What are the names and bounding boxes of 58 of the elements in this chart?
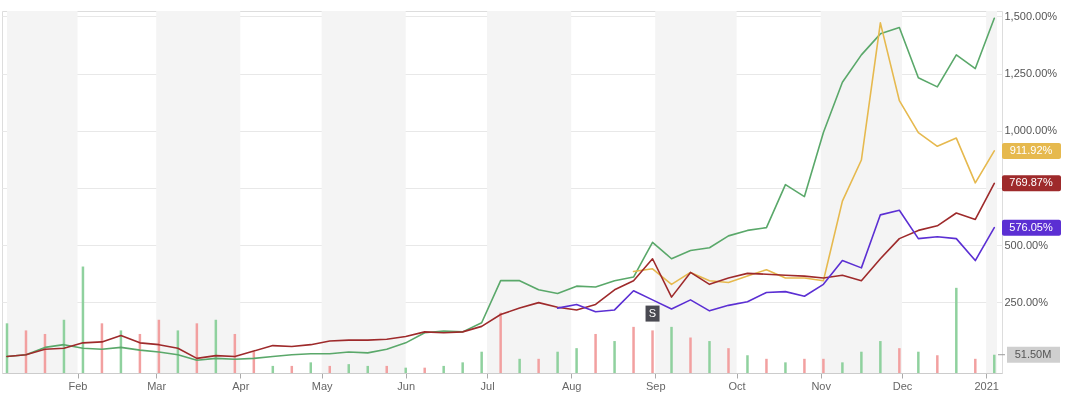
bar [917, 351, 920, 373]
x-tick-label: Oct [728, 379, 746, 392]
x-tick-label: Mar [147, 379, 167, 392]
bar [366, 365, 369, 373]
x-tick-label: Jul [480, 379, 495, 392]
y-tick-label: 1,000.00% [1004, 124, 1058, 137]
x-tick-label: Apr [232, 379, 250, 392]
line-series [632, 22, 996, 286]
bar [423, 367, 426, 373]
bar [404, 367, 407, 373]
x-tick-label: Sep [645, 379, 666, 392]
bar [860, 351, 863, 373]
bar [442, 365, 445, 373]
bar [803, 358, 806, 373]
bar [993, 354, 996, 373]
bar [480, 351, 483, 373]
bar [784, 362, 787, 373]
bar [841, 362, 844, 373]
bar [499, 312, 502, 373]
annotation: S [648, 306, 657, 319]
bar [955, 287, 958, 373]
bar [518, 358, 521, 373]
x-tick-label: Aug [561, 379, 582, 392]
line-series [6, 182, 996, 360]
y-tick-label: 250.00% [1004, 295, 1049, 308]
bar [689, 337, 692, 373]
bar [537, 358, 540, 373]
y-tick-label: 1,250.00% [1004, 67, 1058, 80]
bar [385, 365, 388, 373]
bar [898, 348, 901, 373]
x-tick-label: Jun [397, 379, 416, 392]
x-tick-label: May [311, 379, 334, 392]
bar [822, 358, 825, 373]
bar [556, 351, 559, 373]
y2-tick-label: 51.50M [1014, 347, 1052, 360]
bar [632, 326, 635, 373]
bar [670, 326, 673, 373]
bar [879, 341, 882, 373]
x-tick-label: Feb [68, 379, 88, 392]
x-tick-label: Dec [892, 379, 913, 392]
data-label: 911.92% [1009, 143, 1053, 156]
bar [974, 358, 977, 373]
bar [746, 355, 749, 373]
bar [708, 341, 711, 373]
bar [575, 348, 578, 373]
data-label: 769.87% [1009, 176, 1053, 189]
bar [727, 348, 730, 373]
bar [461, 362, 464, 373]
y-tick-label: 500.00% [1004, 238, 1049, 251]
bar [936, 355, 939, 373]
bar [651, 330, 654, 373]
bar [765, 358, 768, 373]
data-label: 576.05% [1009, 220, 1053, 233]
x-tick-label: Nov [811, 379, 832, 392]
bar [613, 341, 616, 373]
x-tick-label: 2021 [974, 379, 999, 392]
y-tick-label: 1,500.00% [1004, 9, 1058, 22]
bar [594, 333, 597, 373]
